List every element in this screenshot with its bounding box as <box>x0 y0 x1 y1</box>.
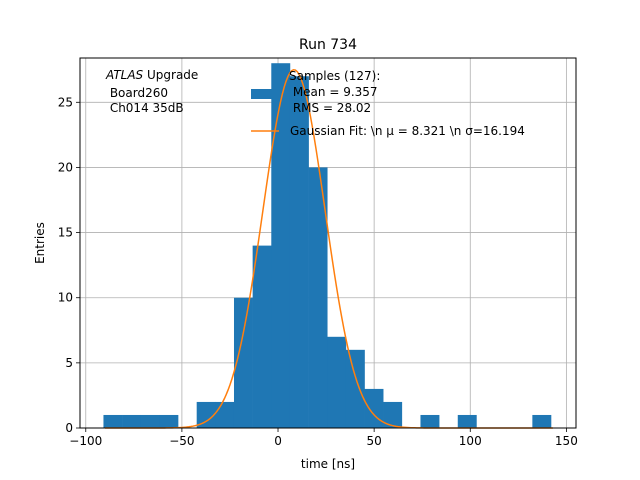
x-tick-label: 50 <box>366 434 381 448</box>
annotation-line-2: Board260 <box>106 86 168 100</box>
annotation-atlas: ATLAS <box>105 68 144 82</box>
histogram-bar <box>345 349 365 428</box>
histogram-bars <box>103 63 552 428</box>
x-tick-label: 100 <box>459 434 482 448</box>
chart-title: Run 734 <box>299 37 357 53</box>
histogram-bar <box>289 76 309 428</box>
annotation-upgrade: Upgrade <box>143 68 198 82</box>
x-axis-ticks: −100 −50 0 50 100 150 <box>69 428 578 448</box>
histogram-bar <box>271 63 291 428</box>
x-axis-label: time [ns] <box>301 457 355 471</box>
histogram-bar <box>420 414 440 428</box>
histogram-bar <box>103 414 123 428</box>
y-tick-label: 25 <box>58 95 73 109</box>
y-tick-label: 0 <box>65 421 73 435</box>
plot-frame <box>79 57 577 429</box>
legend-hist-swatch <box>251 89 279 99</box>
y-tick-label: 15 <box>58 226 73 240</box>
legend-hist-line-2: Mean = 9.357 <box>289 85 378 99</box>
histogram-bar <box>159 414 179 428</box>
x-tick-label: −50 <box>169 434 194 448</box>
histogram-bar <box>215 401 235 428</box>
histogram-bar <box>327 336 347 428</box>
y-axis-ticks: 0 5 10 15 20 25 <box>58 95 80 435</box>
annotation-line-3: Ch014 35dB <box>106 101 184 115</box>
histogram-bar <box>233 297 253 428</box>
y-axis-label: Entries <box>33 222 47 264</box>
histogram-bar <box>196 401 216 428</box>
histogram-bar <box>122 414 142 428</box>
atlas-annotation: ATLAS Upgrade Board260 Ch014 35dB <box>105 68 198 115</box>
y-tick-label: 5 <box>65 356 73 370</box>
x-tick-label: −100 <box>69 434 102 448</box>
x-tick-label: 150 <box>555 434 578 448</box>
legend-fit-label: Gaussian Fit: \n μ = 8.321 \n σ=16.194 <box>290 124 525 138</box>
x-tick-label: 0 <box>274 434 282 448</box>
legend: Samples (127): Mean = 9.357 RMS = 28.02 … <box>251 69 525 138</box>
legend-hist-line-3: RMS = 28.02 <box>289 101 371 115</box>
histogram-bar <box>532 414 552 428</box>
histogram-bar <box>457 414 477 428</box>
histogram-bar <box>252 245 272 428</box>
histogram-bar <box>308 167 328 428</box>
annotation-line-1: ATLAS Upgrade <box>105 68 198 82</box>
y-tick-label: 10 <box>58 291 73 305</box>
histogram-bar <box>364 388 384 428</box>
y-tick-label: 20 <box>58 160 73 174</box>
histogram-bar <box>383 401 403 428</box>
histogram-bar <box>140 414 160 428</box>
legend-hist-line-1: Samples (127): <box>289 69 380 83</box>
